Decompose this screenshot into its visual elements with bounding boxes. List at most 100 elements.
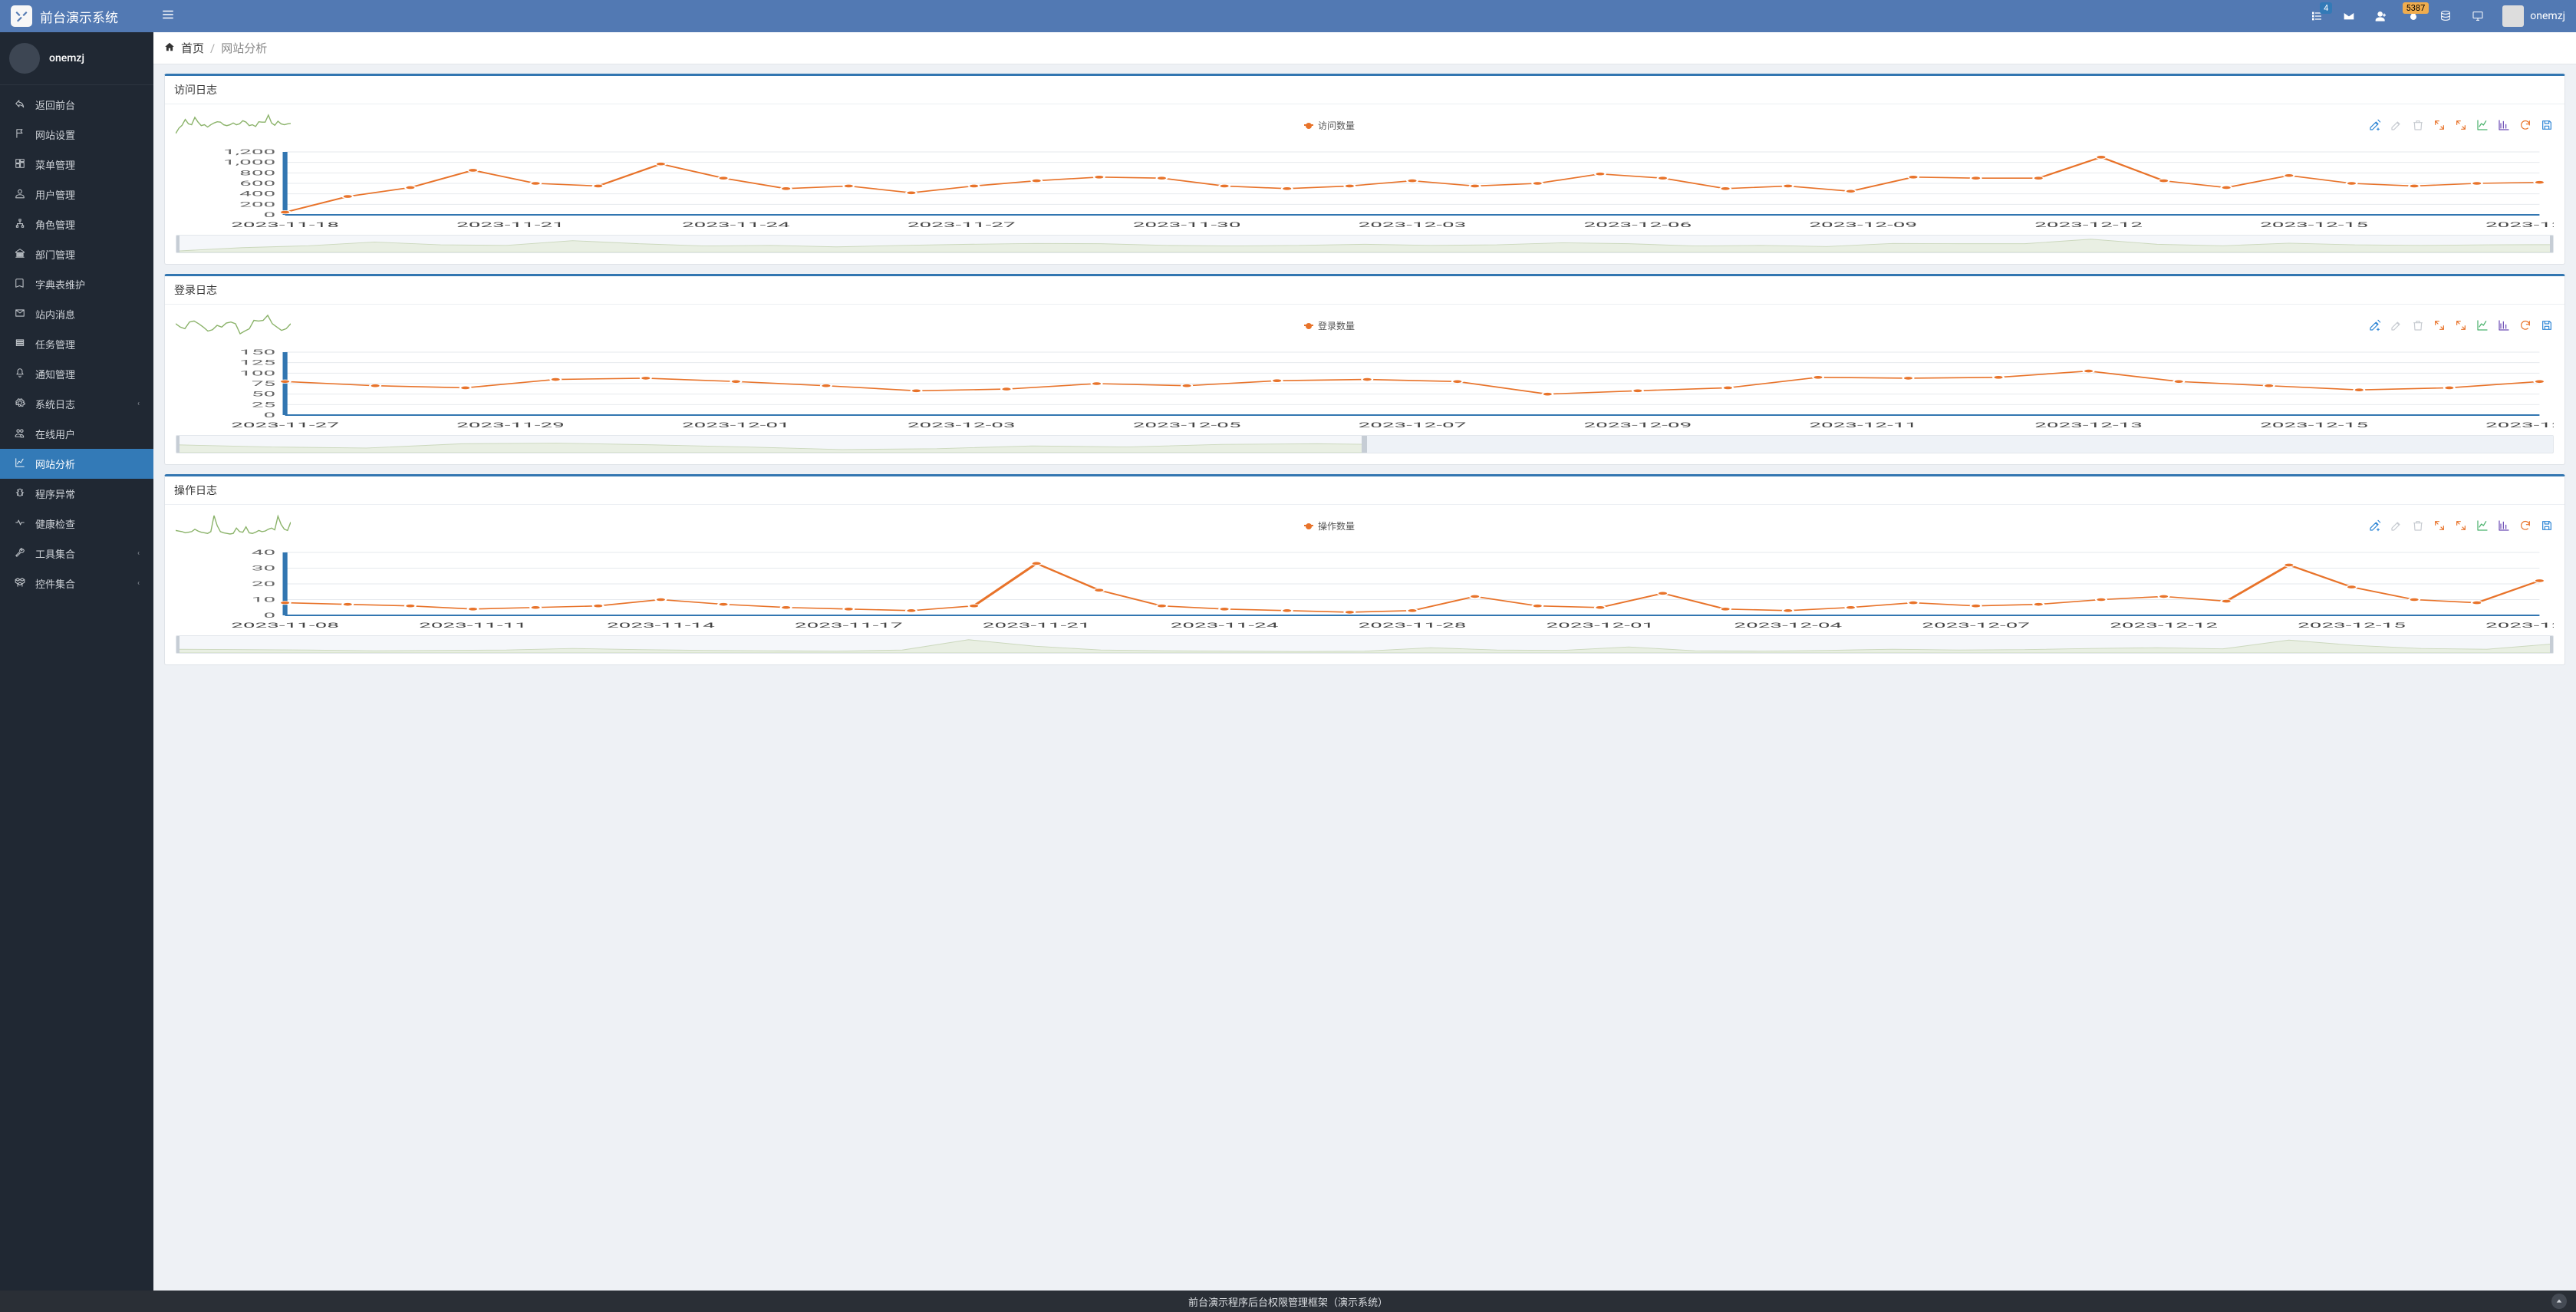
heartbeat-icon: [14, 517, 26, 531]
sidebar-item-label: 返回前台: [35, 97, 75, 112]
trash-icon[interactable]: [2411, 118, 2425, 132]
sidebar-item-5[interactable]: 部门管理: [0, 239, 153, 269]
barchart-icon[interactable]: [2497, 519, 2511, 532]
sidebar-item-0[interactable]: 返回前台: [0, 90, 153, 120]
crop-in-icon[interactable]: [2454, 118, 2468, 132]
zoom-handle-right[interactable]: [2550, 636, 2554, 653]
svg-text:2023-12-12: 2023-12-12: [2034, 221, 2143, 229]
bugs-badge: 5387: [2403, 2, 2429, 14]
svg-text:0: 0: [264, 611, 276, 619]
chart-toolbar: [2368, 519, 2554, 532]
card-title: 访问日志: [165, 76, 2564, 104]
zoom-strip[interactable]: [176, 235, 2554, 253]
legend-marker-icon: [1304, 525, 1313, 526]
svg-text:2023-12-06: 2023-12-06: [1583, 221, 1692, 229]
breadcrumb-home[interactable]: 首页: [181, 40, 204, 56]
refresh-icon[interactable]: [2518, 519, 2532, 532]
save-icon[interactable]: [2540, 118, 2554, 132]
chart-plot[interactable]: 02550751001251502023-11-272023-11-292023…: [176, 348, 2554, 453]
hamburger-icon[interactable]: [161, 8, 175, 25]
sidebar-item-12[interactable]: 网站分析: [0, 449, 153, 479]
sidebar-item-label: 健康检查: [35, 516, 75, 531]
sidebar-item-10[interactable]: 系统日志‹: [0, 389, 153, 419]
refresh-icon[interactable]: [2518, 118, 2532, 132]
svg-text:2023-12-03: 2023-12-03: [1359, 221, 1467, 229]
barchart-icon[interactable]: [2497, 318, 2511, 332]
crop-out-icon[interactable]: [2433, 318, 2446, 332]
scroll-top-button[interactable]: [2551, 1294, 2567, 1309]
sidebar-item-16[interactable]: 控件集合‹: [0, 569, 153, 598]
chart-legend: 操作数量: [291, 519, 2368, 532]
edit-add-icon[interactable]: [2368, 118, 2382, 132]
breadcrumb-current: 网站分析: [221, 40, 267, 56]
sidebar-item-label: 部门管理: [35, 247, 75, 262]
bug-icon[interactable]: 5387: [2407, 10, 2420, 22]
crop-out-icon[interactable]: [2433, 118, 2446, 132]
mail-icon[interactable]: [2343, 10, 2355, 22]
bank-icon: [14, 248, 26, 262]
svg-text:2023-12-04: 2023-12-04: [1734, 621, 1842, 629]
zoom-strip[interactable]: [176, 635, 2554, 654]
svg-text:125: 125: [239, 359, 275, 367]
crop-in-icon[interactable]: [2454, 318, 2468, 332]
sidebar-item-9[interactable]: 通知管理: [0, 359, 153, 389]
sidebar-item-3[interactable]: 用户管理: [0, 180, 153, 209]
sidebar-item-13[interactable]: 程序异常: [0, 479, 153, 509]
crop-out-icon[interactable]: [2433, 519, 2446, 532]
crop-in-icon[interactable]: [2454, 519, 2468, 532]
sidebar-item-label: 程序异常: [35, 486, 75, 501]
zoom-handle-left[interactable]: [176, 636, 180, 653]
zoom-handle-left[interactable]: [176, 236, 180, 252]
sidebar-item-15[interactable]: 工具集合‹: [0, 539, 153, 569]
sidebar-item-7[interactable]: 站内消息: [0, 299, 153, 329]
edit-add-icon[interactable]: [2368, 318, 2382, 332]
chevron-left-icon: ‹: [137, 579, 140, 588]
zoom-handle-right[interactable]: [2550, 236, 2554, 252]
display-icon[interactable]: [2472, 10, 2484, 22]
svg-text:20: 20: [252, 580, 275, 588]
sidebar-item-label: 用户管理: [35, 187, 75, 202]
edit-icon[interactable]: [2390, 118, 2403, 132]
user-menu[interactable]: onemzj: [2502, 5, 2565, 27]
edit-icon[interactable]: [2390, 519, 2403, 532]
sidebar-item-14[interactable]: 健康检查: [0, 509, 153, 539]
svg-text:2023-12-15: 2023-12-15: [2298, 621, 2406, 629]
svg-text:2023-11-27: 2023-11-27: [231, 421, 339, 429]
sidebar-item-11[interactable]: 在线用户: [0, 419, 153, 449]
trash-icon[interactable]: [2411, 519, 2425, 532]
trash-icon[interactable]: [2411, 318, 2425, 332]
svg-text:2023-11-11: 2023-11-11: [419, 621, 527, 629]
database-icon[interactable]: [2439, 10, 2452, 22]
edit-add-icon[interactable]: [2368, 519, 2382, 532]
topbar-icons: 4 5387: [2311, 10, 2484, 22]
sidebar-item-1[interactable]: 网站设置: [0, 120, 153, 150]
sidebar-item-2[interactable]: 菜单管理: [0, 150, 153, 180]
linechart-icon[interactable]: [2476, 318, 2489, 332]
zoom-handle-right[interactable]: [1362, 436, 1367, 453]
card-title: 登录日志: [165, 276, 2564, 305]
chart-plot[interactable]: 02004006008001,0001,2002023-11-182023-11…: [176, 147, 2554, 253]
sidebar-item-6[interactable]: 字典表维护: [0, 269, 153, 299]
sidebar-userinfo[interactable]: onemzj: [0, 32, 153, 85]
barchart-icon[interactable]: [2497, 118, 2511, 132]
edit-icon[interactable]: [2390, 318, 2403, 332]
avatar-icon: [2502, 5, 2524, 27]
chart-toolbar: [2368, 318, 2554, 332]
linechart-icon[interactable]: [2476, 519, 2489, 532]
adduser-icon[interactable]: [2375, 10, 2387, 22]
svg-text:25: 25: [252, 401, 275, 409]
linechart-icon[interactable]: [2476, 118, 2489, 132]
svg-text:2023-12-09: 2023-12-09: [1583, 421, 1692, 429]
save-icon[interactable]: [2540, 519, 2554, 532]
chart-plot[interactable]: 0102030402023-11-082023-11-112023-11-142…: [176, 548, 2554, 654]
sidebar-item-8[interactable]: 任务管理: [0, 329, 153, 359]
zoom-strip[interactable]: [176, 435, 2554, 453]
refresh-icon[interactable]: [2518, 318, 2532, 332]
brand[interactable]: 前台演示系统: [11, 5, 153, 27]
sidebar-item-label: 菜单管理: [35, 157, 75, 172]
save-icon[interactable]: [2540, 318, 2554, 332]
tasks-icon[interactable]: 4: [2311, 10, 2323, 22]
sidebar-item-4[interactable]: 角色管理: [0, 209, 153, 239]
zoom-handle-left[interactable]: [176, 436, 180, 453]
tasks-badge: 4: [2320, 2, 2332, 14]
